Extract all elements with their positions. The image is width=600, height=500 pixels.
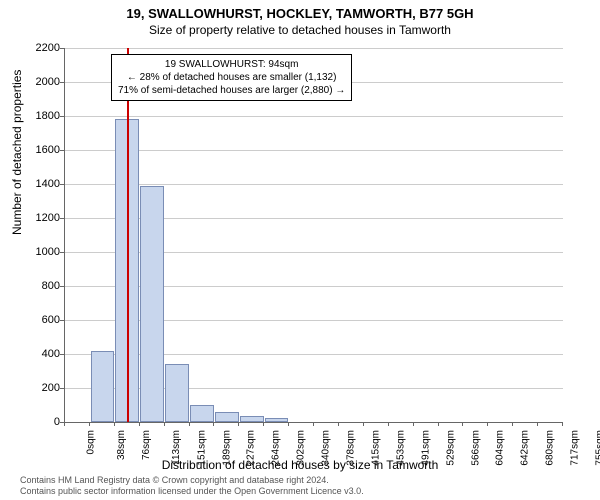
xtick-mark bbox=[562, 422, 563, 426]
ytick-label: 400 bbox=[25, 348, 60, 360]
annotation-box: 19 SWALLOWHURST: 94sqm ← 28% of detached… bbox=[111, 54, 352, 101]
xtick-mark bbox=[213, 422, 214, 426]
grid-line bbox=[65, 150, 563, 151]
xtick-label: 755sqm bbox=[595, 430, 600, 466]
xtick-mark bbox=[139, 422, 140, 426]
xtick-label: 113sqm bbox=[171, 430, 182, 465]
ytick-label: 1800 bbox=[25, 110, 60, 122]
xtick-mark bbox=[164, 422, 165, 426]
histogram-bar bbox=[165, 364, 189, 422]
y-axis-label: Number of detached properties bbox=[10, 70, 24, 235]
ytick-label: 200 bbox=[25, 382, 60, 394]
ytick-mark bbox=[60, 82, 64, 83]
ytick-label: 2000 bbox=[25, 76, 60, 88]
xtick-label: 0sqm bbox=[85, 430, 96, 454]
xtick-mark bbox=[438, 422, 439, 426]
ytick-mark bbox=[60, 218, 64, 219]
xtick-label: 189sqm bbox=[221, 430, 232, 466]
ytick-mark bbox=[60, 354, 64, 355]
xtick-mark bbox=[338, 422, 339, 426]
footer-line1: Contains HM Land Registry data © Crown c… bbox=[20, 475, 364, 486]
annotation-line2: ← 28% of detached houses are smaller (1,… bbox=[118, 71, 345, 84]
ytick-label: 2200 bbox=[25, 42, 60, 54]
xtick-mark bbox=[363, 422, 364, 426]
xtick-label: 264sqm bbox=[271, 430, 282, 466]
xtick-label: 378sqm bbox=[346, 430, 357, 466]
xtick-label: 151sqm bbox=[196, 430, 207, 466]
xtick-mark bbox=[64, 422, 65, 426]
xtick-mark bbox=[388, 422, 389, 426]
ytick-mark bbox=[60, 252, 64, 253]
xtick-mark bbox=[89, 422, 90, 426]
grid-line bbox=[65, 116, 563, 117]
grid-line bbox=[65, 48, 563, 49]
xtick-label: 415sqm bbox=[370, 430, 381, 466]
ytick-mark bbox=[60, 388, 64, 389]
footer-line2: Contains public sector information licen… bbox=[20, 486, 364, 497]
histogram-bar bbox=[215, 412, 239, 422]
histogram-bar bbox=[91, 351, 115, 422]
ytick-label: 1000 bbox=[25, 246, 60, 258]
xtick-mark bbox=[462, 422, 463, 426]
xtick-mark bbox=[238, 422, 239, 426]
ytick-label: 0 bbox=[25, 416, 60, 428]
histogram-bar bbox=[240, 416, 264, 422]
xtick-label: 453sqm bbox=[395, 430, 406, 466]
xtick-label: 76sqm bbox=[141, 430, 152, 460]
xtick-mark bbox=[512, 422, 513, 426]
xtick-mark bbox=[263, 422, 264, 426]
xtick-label: 566sqm bbox=[470, 430, 481, 466]
xtick-label: 38sqm bbox=[116, 430, 127, 460]
ytick-label: 1600 bbox=[25, 144, 60, 156]
ytick-mark bbox=[60, 116, 64, 117]
histogram-bar bbox=[140, 186, 164, 422]
ytick-mark bbox=[60, 184, 64, 185]
xtick-label: 491sqm bbox=[420, 430, 431, 466]
reference-line bbox=[127, 48, 129, 422]
xtick-label: 302sqm bbox=[296, 430, 307, 466]
xtick-mark bbox=[313, 422, 314, 426]
xtick-mark bbox=[189, 422, 190, 426]
xtick-label: 529sqm bbox=[445, 430, 456, 466]
ytick-mark bbox=[60, 48, 64, 49]
ytick-label: 1200 bbox=[25, 212, 60, 224]
chart-plot-area: 19 SWALLOWHURST: 94sqm ← 28% of detached… bbox=[64, 48, 563, 423]
xtick-mark bbox=[487, 422, 488, 426]
histogram-bar bbox=[190, 405, 214, 422]
xtick-label: 227sqm bbox=[246, 430, 257, 466]
ytick-label: 600 bbox=[25, 314, 60, 326]
ytick-label: 1400 bbox=[25, 178, 60, 190]
histogram-bar bbox=[265, 418, 289, 422]
xtick-label: 604sqm bbox=[495, 430, 506, 466]
xtick-label: 717sqm bbox=[570, 430, 581, 466]
xtick-label: 642sqm bbox=[520, 430, 531, 466]
chart-title-main: 19, SWALLOWHURST, HOCKLEY, TAMWORTH, B77… bbox=[0, 0, 600, 21]
xtick-label: 680sqm bbox=[545, 430, 556, 466]
footer-credits: Contains HM Land Registry data © Crown c… bbox=[20, 475, 364, 497]
ytick-label: 800 bbox=[25, 280, 60, 292]
annotation-line3: 71% of semi-detached houses are larger (… bbox=[118, 84, 345, 97]
xtick-mark bbox=[537, 422, 538, 426]
xtick-label: 340sqm bbox=[321, 430, 332, 466]
annotation-line1: 19 SWALLOWHURST: 94sqm bbox=[118, 58, 345, 71]
xtick-mark bbox=[413, 422, 414, 426]
ytick-mark bbox=[60, 320, 64, 321]
xtick-mark bbox=[288, 422, 289, 426]
chart-title-sub: Size of property relative to detached ho… bbox=[0, 23, 600, 37]
ytick-mark bbox=[60, 150, 64, 151]
ytick-mark bbox=[60, 286, 64, 287]
chart-container: 19, SWALLOWHURST, HOCKLEY, TAMWORTH, B77… bbox=[0, 0, 600, 500]
xtick-mark bbox=[114, 422, 115, 426]
